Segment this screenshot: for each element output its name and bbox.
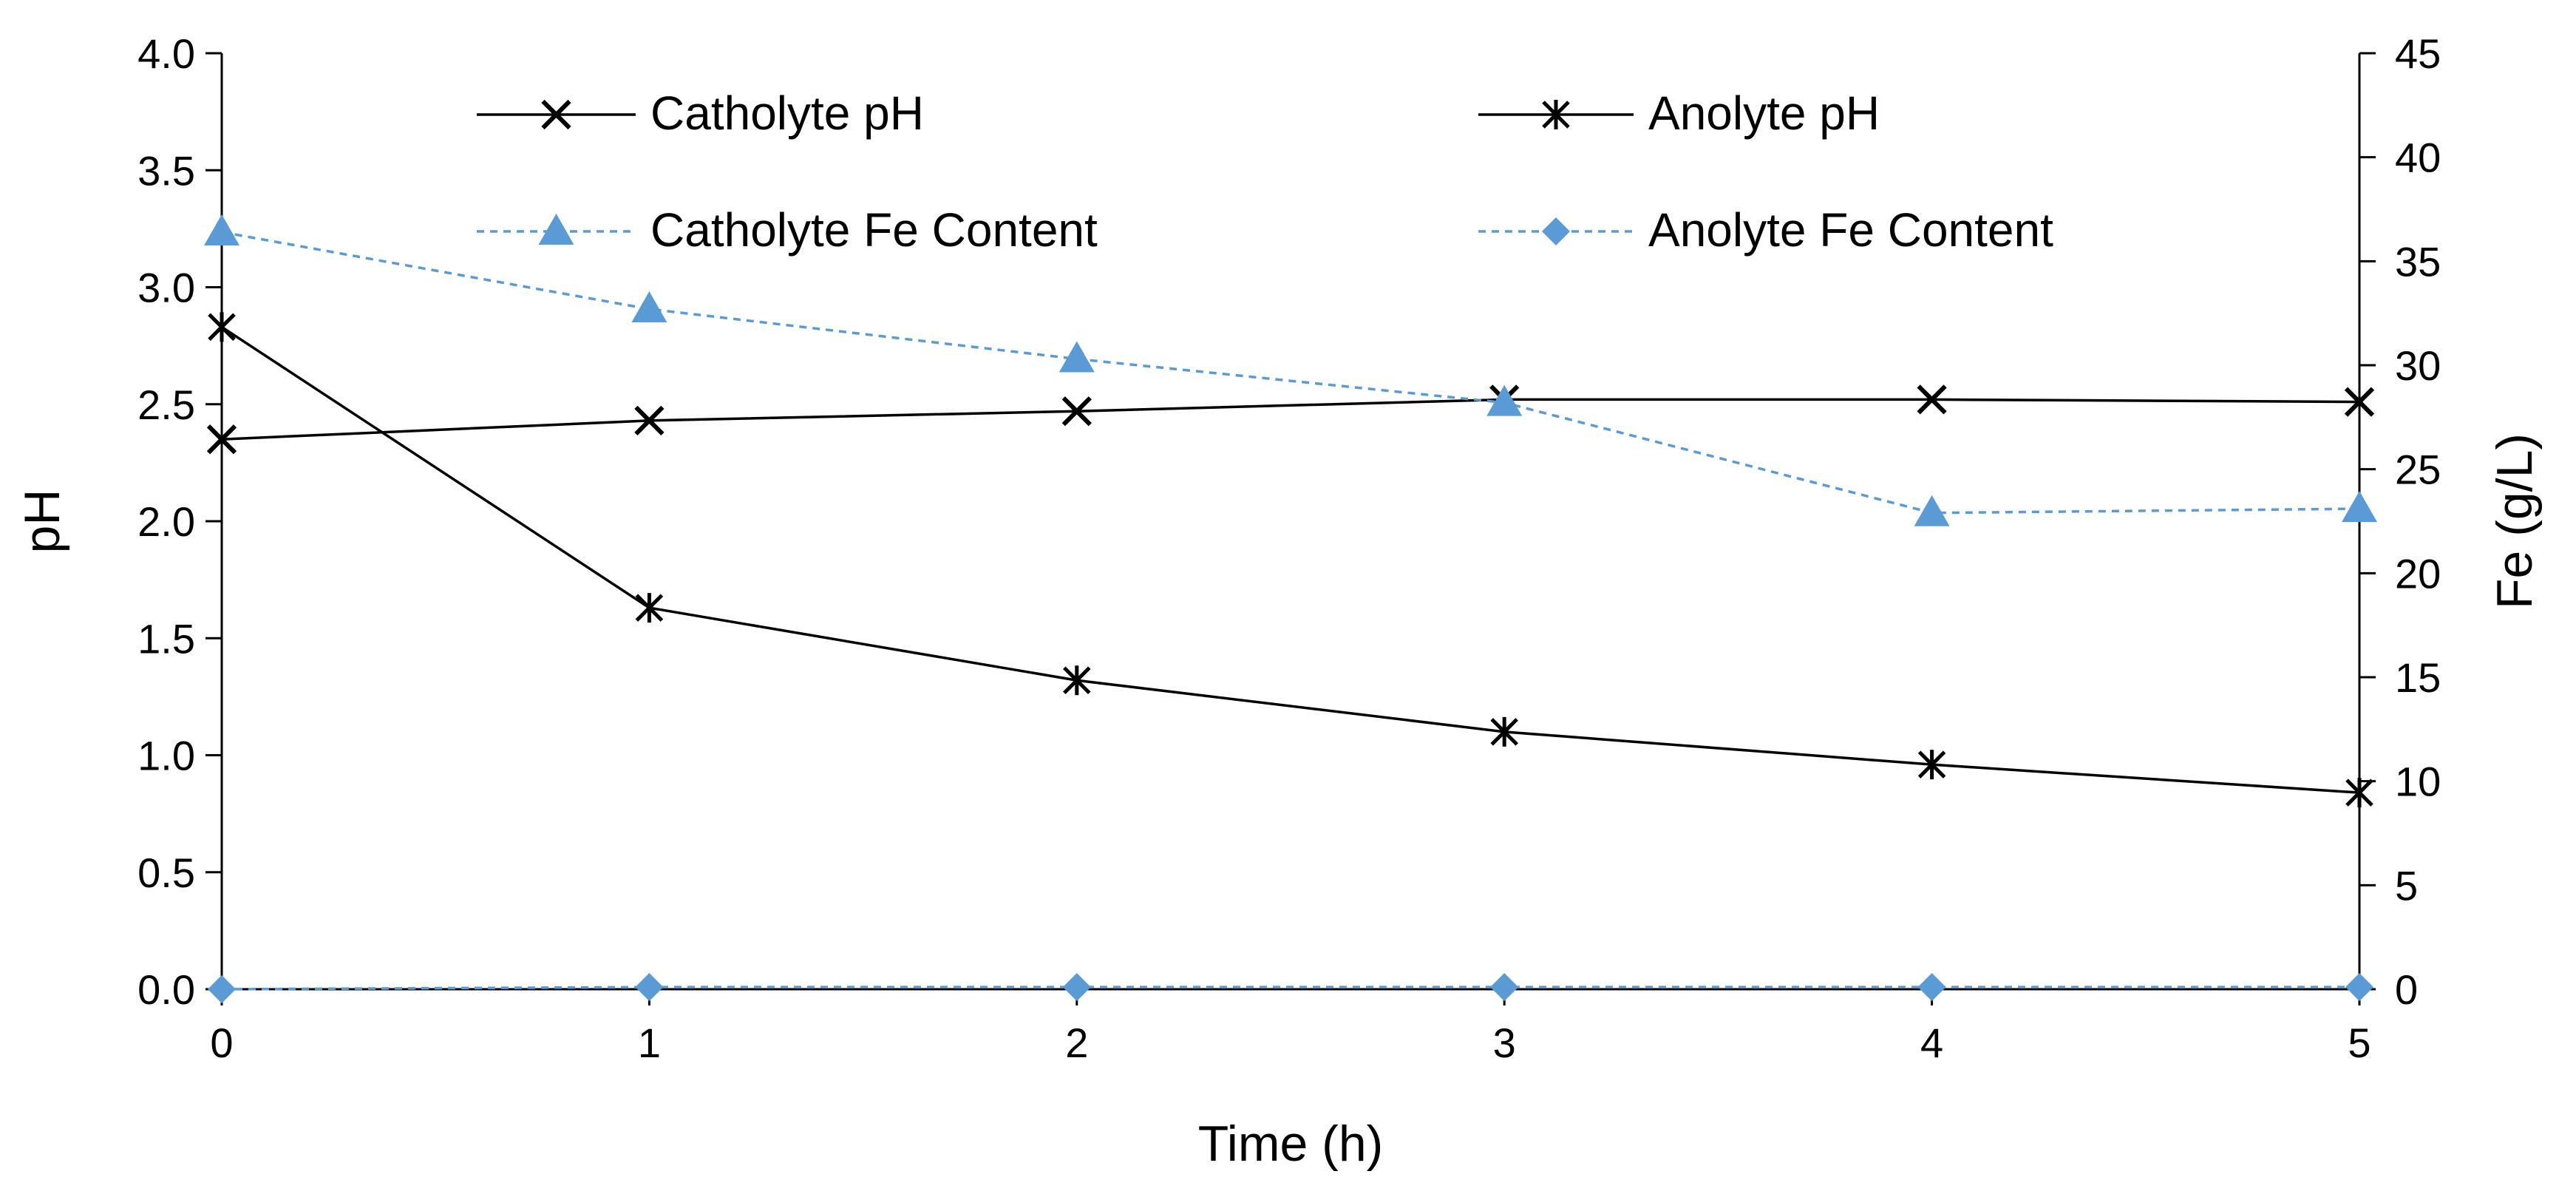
data-point: [1058, 341, 1095, 373]
x-tick-label: 4: [1920, 1020, 1943, 1066]
data-point: [635, 593, 664, 623]
y2-tick-label: 10: [2395, 759, 2441, 805]
y-tick-label: 2.0: [137, 498, 195, 545]
y2-tick-label: 0: [2395, 966, 2418, 1013]
legend-label: Catholyte Fe Content: [650, 203, 1098, 257]
data-point: [208, 312, 236, 342]
data-point: [1917, 973, 1946, 1002]
y2-tick-label: 20: [2395, 550, 2441, 597]
y-tick-label: 0.0: [137, 966, 195, 1013]
legend-marker: [538, 214, 574, 245]
data-point: [208, 975, 236, 1003]
series-anolyte-ph: [208, 312, 2373, 808]
legend-label: Catholyte pH: [650, 87, 924, 140]
y2-tick-label: 35: [2395, 238, 2441, 285]
data-point: [631, 291, 667, 323]
y2-tick-label: 30: [2395, 342, 2441, 389]
legend: Catholyte pH Anolyte pH Catholyte Fe Conte…: [477, 87, 2053, 257]
legend-item-anolyte-ph: Anolyte pH: [1478, 87, 1880, 140]
y-tick-label: 1.0: [137, 733, 195, 779]
x-tick-label: 2: [1065, 1020, 1088, 1066]
series-catholyte-ph: [206, 384, 2375, 455]
y2-tick-label: 25: [2395, 447, 2441, 493]
plot-area: [204, 214, 2377, 1003]
y-tick-label: 0.5: [137, 849, 195, 896]
series-anolyte-fe-content: [208, 973, 2373, 1003]
data-point: [1917, 384, 1947, 415]
data-point: [2342, 491, 2377, 523]
data-point: [206, 424, 237, 455]
x-axis-title: Time (h): [1198, 1116, 1384, 1172]
x-tick-label: 5: [2348, 1020, 2371, 1066]
series-line: [221, 231, 2360, 515]
legend-marker: [1542, 217, 1570, 245]
y2-tick-label: 40: [2395, 135, 2441, 181]
data-point: [1914, 495, 1950, 526]
data-point: [1062, 973, 1091, 1002]
y-tick-label: 3.0: [137, 265, 195, 311]
axes: 0.00.51.01.52.02.53.03.54.00510152025303…: [137, 30, 2441, 1066]
legend-item-anolyte-fe-content: Anolyte Fe Content: [1478, 203, 2053, 257]
legend-item-catholyte-fe-content: Catholyte Fe Content: [477, 203, 1098, 257]
y2-tick-label: 45: [2395, 30, 2441, 77]
data-point: [1917, 750, 1946, 780]
legend-label: Anolyte Fe Content: [1648, 203, 2053, 257]
y-tick-label: 4.0: [137, 30, 195, 77]
series-line: [221, 986, 2359, 991]
data-point: [635, 973, 664, 1002]
y2-tick-label: 15: [2395, 654, 2441, 701]
data-point: [204, 214, 239, 245]
x-tick-label: 3: [1493, 1020, 1516, 1066]
data-point: [634, 405, 665, 436]
series-catholyte-fe-content: [204, 214, 2377, 526]
legend-label: Anolyte pH: [1648, 87, 1880, 140]
data-point: [1490, 973, 1519, 1002]
y-axis-title: pH: [14, 489, 70, 554]
y-tick-label: 1.5: [137, 615, 195, 662]
data-point: [1486, 384, 1523, 416]
data-point: [2345, 778, 2373, 808]
data-point: [1063, 665, 1091, 696]
x-tick-label: 0: [210, 1020, 233, 1066]
legend-item-catholyte-ph: Catholyte pH: [477, 87, 924, 140]
data-point: [1490, 716, 1518, 747]
y2-axis-title: Fe (g/L): [2487, 433, 2543, 609]
legend-marker: [541, 99, 571, 130]
series-line: [221, 325, 2360, 794]
legend-marker: [1542, 100, 1570, 129]
data-point: [1061, 396, 1092, 427]
y-tick-label: 3.5: [137, 147, 195, 194]
series-line: [221, 398, 2360, 441]
y-tick-label: 2.5: [137, 381, 195, 428]
data-point: [2344, 387, 2375, 417]
y2-tick-label: 5: [2395, 862, 2418, 909]
data-point: [2345, 973, 2373, 1002]
x-tick-label: 1: [638, 1020, 661, 1066]
